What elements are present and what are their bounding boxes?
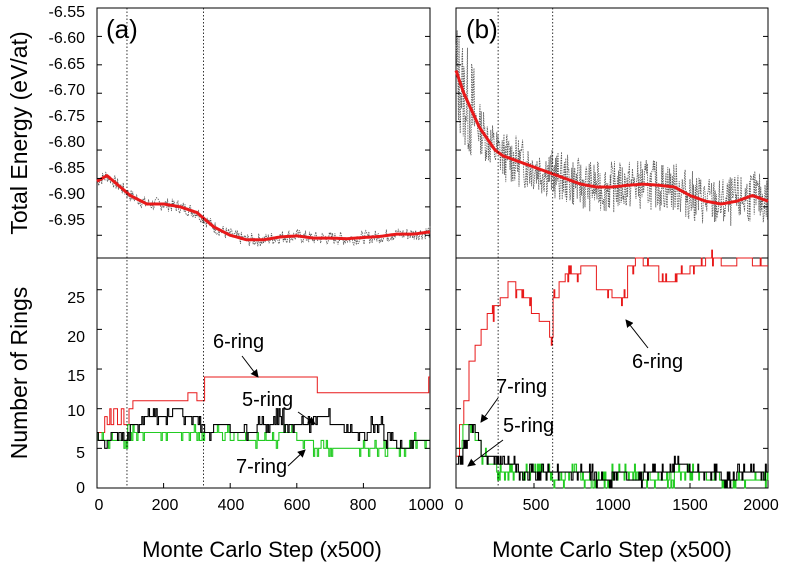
- rings-ytick-labels: 0 5 10 15 20 25: [67, 290, 85, 497]
- panel-a-annotation-6ring: 6-ring: [213, 331, 264, 353]
- energy-ytick-label: -6.55: [49, 4, 86, 21]
- phase-boundary-lines: [126, 8, 554, 488]
- panel-a-rings-frame: [96, 257, 431, 489]
- energy-fit-curves: [96, 69, 769, 242]
- panel-b-xtick-label: 500: [523, 497, 550, 514]
- panel-a-xtick-label: 0: [95, 497, 104, 514]
- energy-ytick-label: -6.60: [49, 30, 86, 47]
- panel-b-label: (b): [466, 14, 498, 44]
- panel-b-energy-frame: [455, 7, 769, 259]
- energy-raw-traces: [96, 30, 769, 247]
- rings-ytick-label: 10: [67, 403, 85, 420]
- panel-a-ring-five-line: [97, 408, 430, 449]
- rings-ytick-label: 0: [76, 480, 85, 497]
- panel-b-arrow-6ring: [625, 319, 649, 349]
- energy-ytick-label: -6.80: [49, 134, 86, 151]
- panel-b-arrow-7ring: [480, 397, 499, 423]
- panel-b-ring-six-line: [456, 249, 768, 457]
- panel-b-annotation-6ring: 6-ring: [632, 351, 683, 373]
- panel-b-arrow-5ring: [467, 439, 504, 467]
- panel-a-xtick-label: 600: [284, 497, 311, 514]
- panel-b-energy-raw-line: [455, 30, 769, 226]
- panel-a-energy-fit-line: [96, 174, 431, 242]
- rings-ytick-label: 25: [67, 290, 85, 307]
- panel-a-label: (a): [106, 14, 138, 44]
- energy-axis-title: Total Energy (eV/at): [6, 31, 32, 234]
- rings-ytick-label: 5: [76, 445, 85, 462]
- panel-b-energy-fit-line: [454, 69, 769, 206]
- panel-a-xlabel: Monte Carlo Step (x500): [142, 537, 382, 562]
- panel-a-xtick-label: 200: [152, 497, 179, 514]
- panel-a-energy-raw-line: [96, 171, 431, 247]
- rings-ytick-label: 15: [67, 368, 85, 385]
- rings-axis-title: Number of Rings: [6, 287, 32, 460]
- panel-b-xtick-label: 0: [455, 497, 464, 514]
- energy-ytick-labels: -6.55 -6.60 -6.65 -6.70 -6.75 -6.80 -6.8…: [49, 4, 86, 229]
- panel-a-xtick-label: 400: [218, 497, 245, 514]
- panel-b-xtick-label: 1500: [672, 497, 708, 514]
- energy-ytick-label: -6.75: [49, 108, 86, 125]
- panel-b-xtick-labels: 0 500 1000 1500 2000: [455, 497, 779, 514]
- annotations: 6-ring 5-ring 7-ring 6-ring 7-ring 5-rin…: [213, 319, 683, 478]
- rings-ytick-label: 20: [67, 329, 85, 346]
- panel-a-xtick-label: 800: [350, 497, 377, 514]
- panel-b-annotation-5ring: 5-ring: [503, 415, 554, 437]
- panel-b-xtick-label: 2000: [743, 497, 779, 514]
- panel-b-xlabel: Monte Carlo Step (x500): [492, 537, 732, 562]
- panel-a-arrow-7ring: [287, 449, 306, 467]
- energy-ytick-label: -6.85: [49, 160, 86, 177]
- energy-ytick-label: -6.70: [49, 82, 86, 99]
- panel-b-xtick-label: 1000: [595, 497, 631, 514]
- panel-a-annotation-5ring: 5-ring: [242, 389, 293, 411]
- energy-ytick-label: -6.65: [49, 56, 86, 73]
- energy-ytick-label: -6.90: [49, 186, 86, 203]
- energy-ytick-label: -6.95: [49, 212, 86, 229]
- panel-a-ring-seven-line: [97, 424, 430, 457]
- panel-b-ring-five-line: [456, 424, 769, 489]
- ring-count-series: [97, 249, 769, 489]
- axis-ticks: [96, 7, 769, 489]
- panel-a-xtick-label: 1000: [408, 497, 444, 514]
- panel-a-annotation-7ring: 7-ring: [236, 456, 287, 478]
- panel-a-xtick-labels: 0 200 400 600 800 1000: [95, 497, 444, 514]
- panel-a-arrow-6ring: [241, 355, 259, 378]
- panel-a-energy-frame: [96, 7, 431, 259]
- panel-a-arrow-5ring: [297, 411, 316, 425]
- panel-b-annotation-7ring: 7-ring: [496, 376, 547, 398]
